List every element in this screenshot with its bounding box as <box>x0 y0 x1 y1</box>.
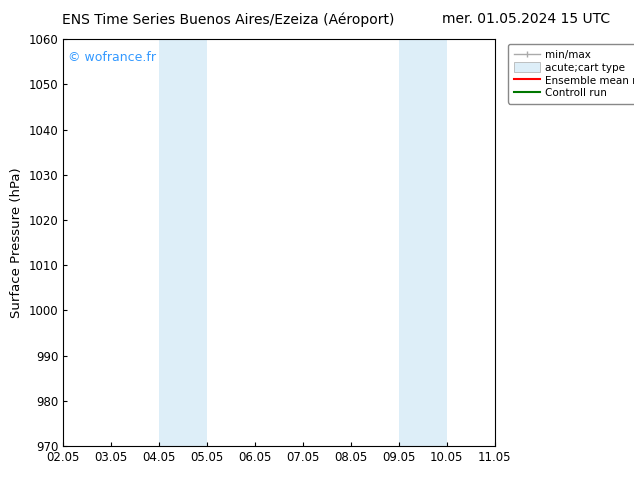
Bar <box>159 39 207 446</box>
Text: © wofrance.fr: © wofrance.fr <box>68 51 156 64</box>
Bar <box>399 39 446 446</box>
Text: ENS Time Series Buenos Aires/Ezeiza (Aéroport): ENS Time Series Buenos Aires/Ezeiza (Aér… <box>62 12 394 27</box>
Legend: min/max, acute;cart type, Ensemble mean run, Controll run: min/max, acute;cart type, Ensemble mean … <box>508 45 634 103</box>
Text: mer. 01.05.2024 15 UTC: mer. 01.05.2024 15 UTC <box>442 12 611 26</box>
Y-axis label: Surface Pressure (hPa): Surface Pressure (hPa) <box>10 167 23 318</box>
